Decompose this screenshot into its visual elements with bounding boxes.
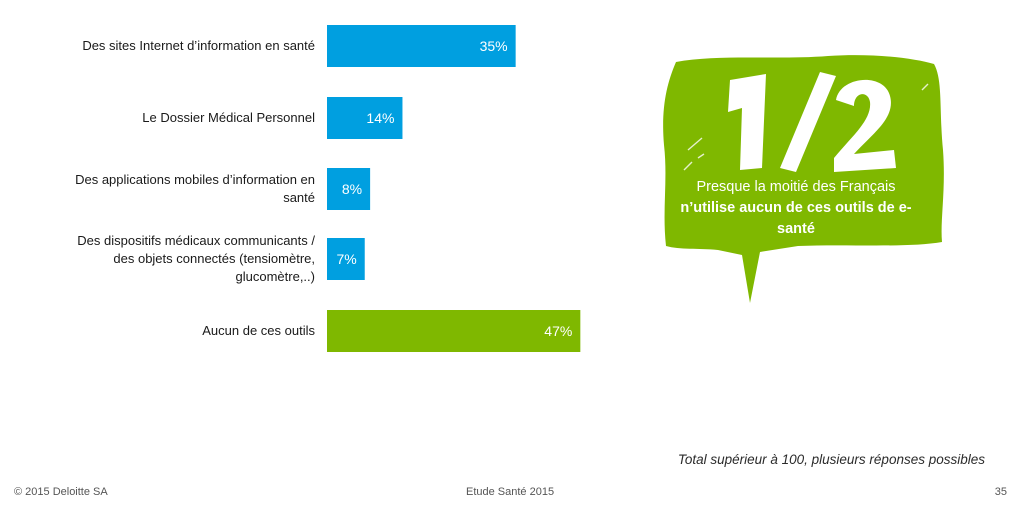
category-label-4: Des dispositifs médicaux communicants / … [77,233,315,284]
bar-value-label-4: 7% [336,251,356,267]
big-fraction-text [728,72,896,172]
bar-3 [327,168,371,210]
bar-value-label-3: 8% [342,181,362,197]
category-label-2: Le Dossier Médical Personnel [142,110,315,125]
bar-4 [327,238,365,280]
footnote: Total supérieur à 100, plusieurs réponse… [677,452,985,467]
page-number: 35 [994,486,1007,498]
bar-value-label-1: 35% [480,38,508,54]
footer-study-title: Etude Santé 2015 [466,486,555,498]
category-label-1: Des sites Internet d’information en sant… [82,38,315,53]
callout-text: Presque la moitié des Français n’utilise… [680,179,912,237]
speech-bubble-callout [663,55,944,303]
copyright: © 2015 Deloitte SA [14,486,108,498]
category-label-5: Aucun de ces outils [202,323,315,338]
bar-1 [327,25,516,67]
bar-2 [327,97,403,139]
bar-value-label-2: 14% [366,110,394,126]
bar-value-label-5: 47% [544,323,572,339]
category-label-3: Des applications mobiles d’information e… [75,172,315,205]
chalk-marks [683,83,929,171]
bar-5 [327,310,581,352]
